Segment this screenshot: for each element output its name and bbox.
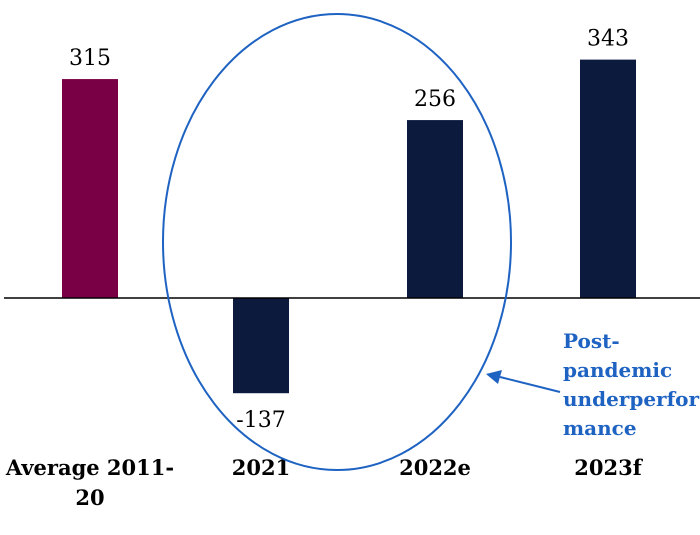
bar-2 <box>233 298 289 394</box>
value-label-4: 343 <box>587 27 629 52</box>
category-label-4: 2023f <box>574 455 643 480</box>
annotation-text: Post-pandemic underperfor mance <box>563 329 700 440</box>
bar-3 <box>407 120 463 298</box>
value-label-3: 256 <box>414 87 456 112</box>
category-labels-group: Average 2011-20 2021 2022e 2023f <box>5 455 644 510</box>
value-label-1: 315 <box>69 46 111 71</box>
category-label-3: 2022e <box>399 455 471 480</box>
bars-group <box>62 59 636 394</box>
value-labels-group: 315 -137 256 343 <box>69 27 629 434</box>
category-label-2: 2021 <box>232 455 290 480</box>
highlight-ellipse <box>162 13 512 471</box>
bar-1 <box>62 79 118 298</box>
category-label-1: Average 2011-20 <box>5 455 174 510</box>
value-label-2: -137 <box>236 408 285 433</box>
bar-4 <box>580 59 636 298</box>
annotation-arrow <box>486 370 561 393</box>
